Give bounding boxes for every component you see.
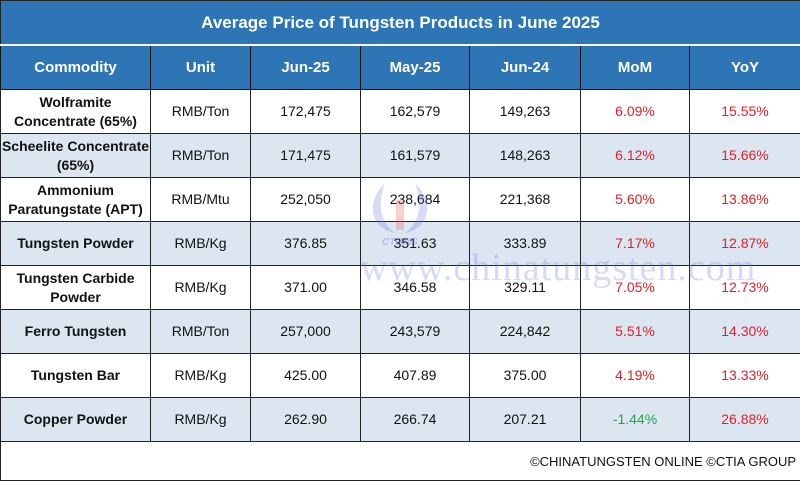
cell-may25: 161,579 <box>361 134 470 178</box>
cell-jun25: 257,000 <box>251 310 361 354</box>
cell-jun25: 172,475 <box>251 90 361 134</box>
cell-commodity: Wolframite Concentrate (65%) <box>1 90 151 134</box>
cell-yoy: 15.66% <box>690 134 800 178</box>
cell-unit: RMB/Kg <box>151 266 251 310</box>
cell-jun25: 252,050 <box>251 178 361 222</box>
cell-jun24: 149,263 <box>470 90 581 134</box>
cell-mom: 5.60% <box>581 178 690 222</box>
cell-may25: 351.63 <box>361 222 470 266</box>
cell-may25: 407.89 <box>361 354 470 398</box>
cell-jun24: 224,842 <box>470 310 581 354</box>
cell-unit: RMB/Ton <box>151 90 251 134</box>
cell-yoy: 13.33% <box>690 354 800 398</box>
cell-commodity: Tungsten Powder <box>1 222 151 266</box>
cell-mom: -1.44% <box>581 398 690 442</box>
cell-jun25: 376.85 <box>251 222 361 266</box>
col-header-commodity: Commodity <box>1 45 151 90</box>
header-row: Commodity Unit Jun-25 May-25 Jun-24 MoM … <box>1 45 800 90</box>
cell-jun25: 371.00 <box>251 266 361 310</box>
cell-commodity: Copper Powder <box>1 398 151 442</box>
col-header-yoy: YoY <box>690 45 800 90</box>
cell-yoy: 12.73% <box>690 266 800 310</box>
cell-mom: 6.12% <box>581 134 690 178</box>
cell-jun25: 171,475 <box>251 134 361 178</box>
cell-unit: RMB/Ton <box>151 310 251 354</box>
table-title: Average Price of Tungsten Products in Ju… <box>1 1 800 46</box>
col-header-jun24: Jun-24 <box>470 45 581 90</box>
cell-commodity: Ferro Tungsten <box>1 310 151 354</box>
cell-may25: 266.74 <box>361 398 470 442</box>
cell-may25: 243,579 <box>361 310 470 354</box>
cell-mom: 7.17% <box>581 222 690 266</box>
cell-may25: 238,684 <box>361 178 470 222</box>
cell-yoy: 12.87% <box>690 222 800 266</box>
cell-unit: RMB/Kg <box>151 354 251 398</box>
cell-jun24: 333.89 <box>470 222 581 266</box>
cell-mom: 5.51% <box>581 310 690 354</box>
copyright-footer: ©CHINATUNGSTEN ONLINE ©CTIA GROUP <box>1 442 800 481</box>
col-header-unit: Unit <box>151 45 251 90</box>
cell-mom: 7.05% <box>581 266 690 310</box>
col-header-mom: MoM <box>581 45 690 90</box>
cell-commodity: Tungsten Bar <box>1 354 151 398</box>
cell-jun25: 262.90 <box>251 398 361 442</box>
cell-jun24: 221,368 <box>470 178 581 222</box>
cell-commodity: Scheelite Concentrate (65%) <box>1 134 151 178</box>
cell-unit: RMB/Kg <box>151 222 251 266</box>
cell-commodity: Ammonium Paratungstate (APT) <box>1 178 151 222</box>
cell-mom: 4.19% <box>581 354 690 398</box>
cell-yoy: 26.88% <box>690 398 800 442</box>
col-header-may25: May-25 <box>361 45 470 90</box>
cell-may25: 162,579 <box>361 90 470 134</box>
cell-jun24: 375.00 <box>470 354 581 398</box>
cell-yoy: 14.30% <box>690 310 800 354</box>
cell-commodity: Tungsten Carbide Powder <box>1 266 151 310</box>
cell-jun24: 207.21 <box>470 398 581 442</box>
cell-yoy: 15.55% <box>690 90 800 134</box>
cell-yoy: 13.86% <box>690 178 800 222</box>
cell-may25: 346.58 <box>361 266 470 310</box>
cell-unit: RMB/Ton <box>151 134 251 178</box>
cell-jun25: 425.00 <box>251 354 361 398</box>
cell-jun24: 329.11 <box>470 266 581 310</box>
cell-jun24: 148,263 <box>470 134 581 178</box>
col-header-jun25: Jun-25 <box>251 45 361 90</box>
cell-mom: 6.09% <box>581 90 690 134</box>
cell-unit: RMB/Mtu <box>151 178 251 222</box>
cell-unit: RMB/Kg <box>151 398 251 442</box>
